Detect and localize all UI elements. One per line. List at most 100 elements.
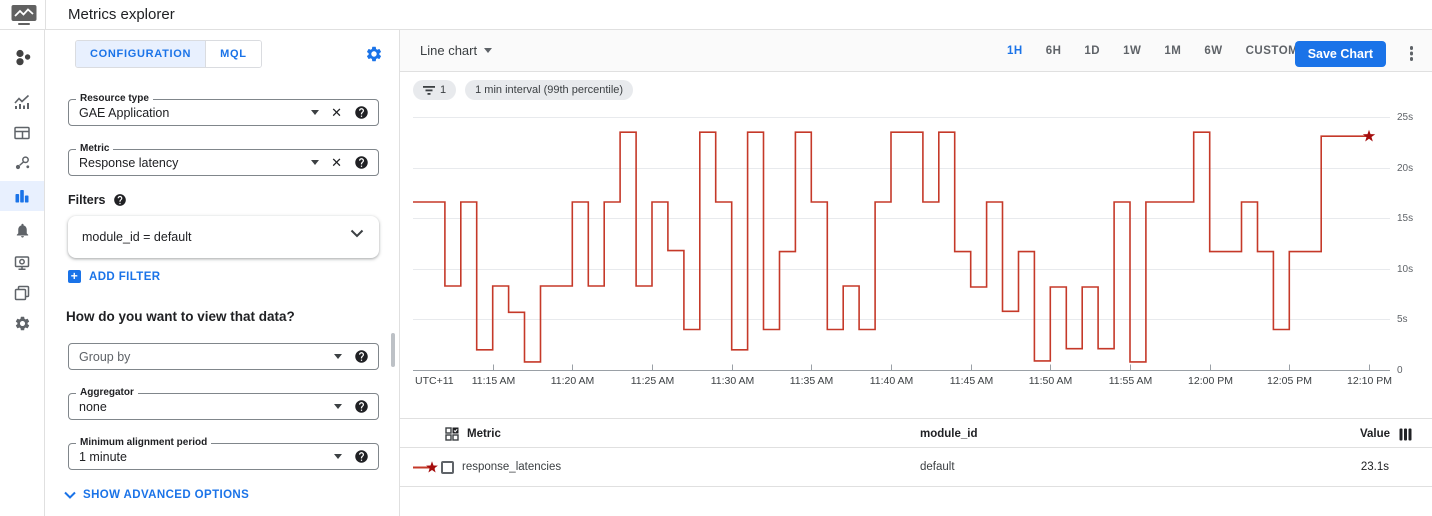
chart-plot-area[interactable] [413,95,1390,372]
bell-icon [14,222,31,239]
nav-item-alerting[interactable] [0,215,44,245]
x-axis-labels: UTC+11 11:15 AM 11:20 AM 11:25 AM 11:30 AM 1… [413,375,1403,389]
left-nav-rail [0,30,45,516]
nav-item-services[interactable] [0,148,44,178]
dropdown-arrow-icon [484,48,493,53]
gear-icon [14,315,31,332]
timezone-label: UTC+11 [415,375,454,387]
add-filter-button[interactable]: + ADD FILTER [68,270,161,283]
cluster-icon [13,48,32,67]
col-module-id[interactable]: module_id [920,428,978,440]
x-tick-label: 11:45 AM [949,375,994,387]
interval-chip[interactable]: 1 min interval (99th percentile) [465,80,634,100]
help-icon[interactable] [354,155,369,170]
time-range-6w[interactable]: 6W [1204,45,1223,57]
page-title: Metrics explorer [68,6,175,23]
columns-icon[interactable] [1399,428,1412,441]
dropdown-arrow-icon[interactable] [311,110,320,115]
dropdown-arrow-icon[interactable] [334,454,342,459]
x-tick-label: 11:35 AM [789,375,834,387]
metric-value: Response latency [79,155,179,170]
bar-chart-icon [13,187,31,205]
chart-type-selector[interactable]: Line chart [420,43,493,58]
chevron-down-icon [64,491,76,499]
top-bar: Metrics explorer [0,0,1432,30]
col-metric[interactable]: Metric [467,428,501,440]
x-tick-label: 12:10 PM [1347,375,1392,387]
config-panel: CONFIGURATION MQL Resource type GAE Appl… [45,30,400,516]
nav-item-monitoring-overview[interactable] [0,42,44,72]
metric-field[interactable]: Metric Response latency ✕ [68,143,379,176]
chart-panel: Line chart 1H 6H 1D 1W 1M 6W CUSTOM Save Chart… [400,30,1432,516]
query-settings-gear-icon[interactable] [365,45,383,63]
row-metric: response_latencies [462,461,562,473]
help-icon[interactable] [354,349,369,364]
show-advanced-options-button[interactable]: SHOW ADVANCED OPTIONS [64,489,249,501]
filter-count-chip[interactable]: 1 [413,80,457,100]
time-range-buttons: 1H 6H 1D 1W 1M 6W CUSTOM [1002,30,1303,72]
group-by-placeholder: Group by [79,349,131,364]
x-tick-label: 11:50 AM [1028,375,1073,387]
time-range-1m[interactable]: 1M [1164,45,1182,57]
dropdown-arrow-icon[interactable] [334,404,342,409]
time-range-6h[interactable]: 6H [1045,45,1062,57]
nav-item-settings[interactable] [0,308,44,338]
aggregator-value: none [79,399,107,414]
time-range-1d[interactable]: 1D [1084,45,1101,57]
min-alignment-label: Minimum alignment period [76,437,212,449]
metric-label: Metric [76,143,114,155]
time-range-1w[interactable]: 1W [1123,45,1142,57]
aggregator-field[interactable]: Aggregator none [68,387,379,420]
resource-type-label: Resource type [76,93,153,105]
resource-type-field[interactable]: Resource type GAE Application ✕ [68,93,379,126]
y-tick-label: 0 [1397,364,1403,376]
metrics-table: Metric module_id Value response_latencie… [400,418,1432,487]
monitoring-logo-icon [11,4,37,26]
config-tabs: CONFIGURATION MQL [75,40,262,68]
time-range-custom[interactable]: CUSTOM [1245,45,1299,57]
tab-configuration[interactable]: CONFIGURATION [76,41,206,67]
table-row[interactable]: response_latencies default 23.1s [400,448,1432,487]
help-icon[interactable] [354,449,369,464]
header-divider [45,0,46,29]
plus-icon: + [68,270,81,283]
clear-icon[interactable]: ✕ [331,105,342,120]
config-scrollbar[interactable] [391,333,395,367]
filter-expression: module_id = default [82,230,192,244]
time-range-1h[interactable]: 1H [1007,45,1023,57]
resource-type-value: GAE Application [79,105,170,120]
row-checkbox[interactable] [441,461,454,474]
kebab-menu-icon[interactable] [1409,46,1413,50]
chart-toolbar: Line chart 1H 6H 1D 1W 1M 6W CUSTOM Save Chart [400,30,1432,72]
min-alignment-field[interactable]: Minimum alignment period 1 minute [68,437,379,470]
dropdown-arrow-icon[interactable] [334,354,342,359]
help-icon[interactable] [354,399,369,414]
clear-icon[interactable]: ✕ [331,155,342,170]
x-tick-label: 11:55 AM [1108,375,1153,387]
x-tick-label: 11:40 AM [869,375,914,387]
nav-item-metrics[interactable] [0,87,44,117]
dropdown-arrow-icon[interactable] [311,160,320,165]
nav-item-groups[interactable] [0,278,44,308]
help-icon[interactable] [113,193,127,207]
filter-row-module-id[interactable]: module_id = default [68,216,379,258]
trend-chart-icon [13,93,31,111]
help-icon[interactable] [354,105,369,120]
table-header: Metric module_id Value [400,418,1432,448]
row-value: 23.1s [1360,461,1389,473]
chevron-down-icon[interactable] [350,229,364,238]
group-by-field[interactable]: Group by [68,343,379,370]
save-chart-button[interactable]: Save Chart [1294,41,1386,67]
y-tick-label: 25s [1397,111,1414,123]
row-module-id: default [920,461,955,473]
nav-item-metrics-explorer[interactable] [0,181,44,211]
chart-chips: 1 1 min interval (99th percentile) [413,80,634,100]
nav-item-uptime-checks[interactable] [0,248,44,278]
col-value[interactable]: Value [1359,428,1390,440]
x-tick-label: 11:30 AM [710,375,755,387]
tab-mql[interactable]: MQL [205,41,261,67]
table-display-icon[interactable] [445,427,459,441]
nav-item-dashboards[interactable] [0,118,44,148]
x-tick-label: 12:05 PM [1267,375,1312,387]
x-tick-label: 11:25 AM [630,375,675,387]
